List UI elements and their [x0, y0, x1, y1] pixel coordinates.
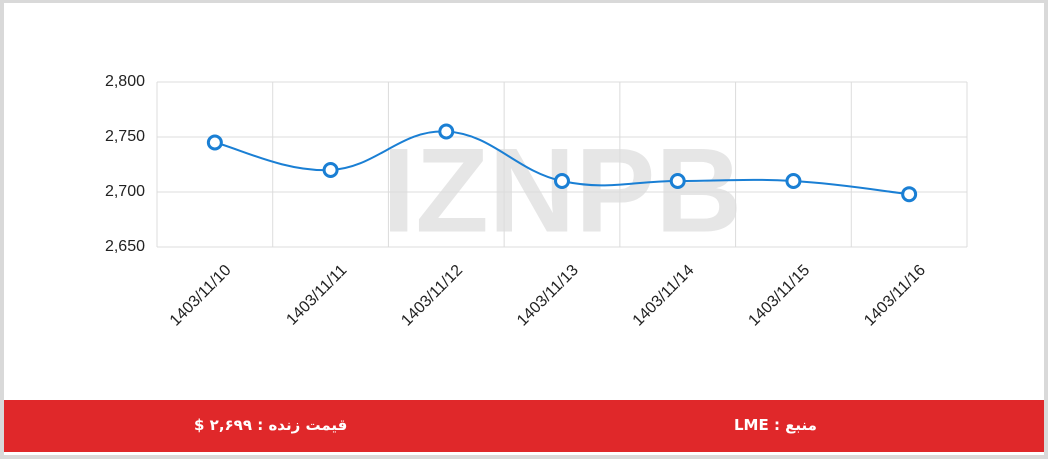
chart: IZNPB 2,650 2,700 2,750 2,800 1403/11/10 1403…: [105, 73, 968, 330]
data-point: [785, 173, 802, 189]
data-point: [438, 123, 455, 140]
data-point: [901, 186, 918, 203]
x-tick-label: 1403/11/10: [167, 262, 235, 330]
source: منبع : LME: [734, 416, 817, 434]
y-tick-label: 2,800: [105, 73, 145, 90]
y-tick-label: 2,750: [105, 128, 145, 145]
y-tick-label: 2,700: [105, 183, 145, 200]
watermark: IZNPB: [382, 124, 742, 258]
y-tick-label: 2,650: [105, 238, 145, 255]
data-point: [554, 173, 570, 189]
data-point: [206, 134, 223, 151]
x-tick-label: 1403/11/14: [630, 262, 698, 330]
x-tick-label: 1403/11/13: [514, 262, 582, 330]
data-point: [669, 173, 686, 189]
x-tick-label: 1403/11/16: [861, 262, 929, 330]
x-tick-label: 1403/11/15: [745, 262, 813, 330]
x-tick-label: 1403/11/12: [398, 262, 466, 330]
x-tick-label: 1403/11/11: [283, 262, 350, 329]
footer-bar: قیمت زنده : ۲,۶۹۹ $ منبع : LME: [4, 400, 1044, 452]
data-point: [322, 162, 339, 178]
live-price: قیمت زنده : ۲,۶۹۹ $: [194, 416, 348, 434]
